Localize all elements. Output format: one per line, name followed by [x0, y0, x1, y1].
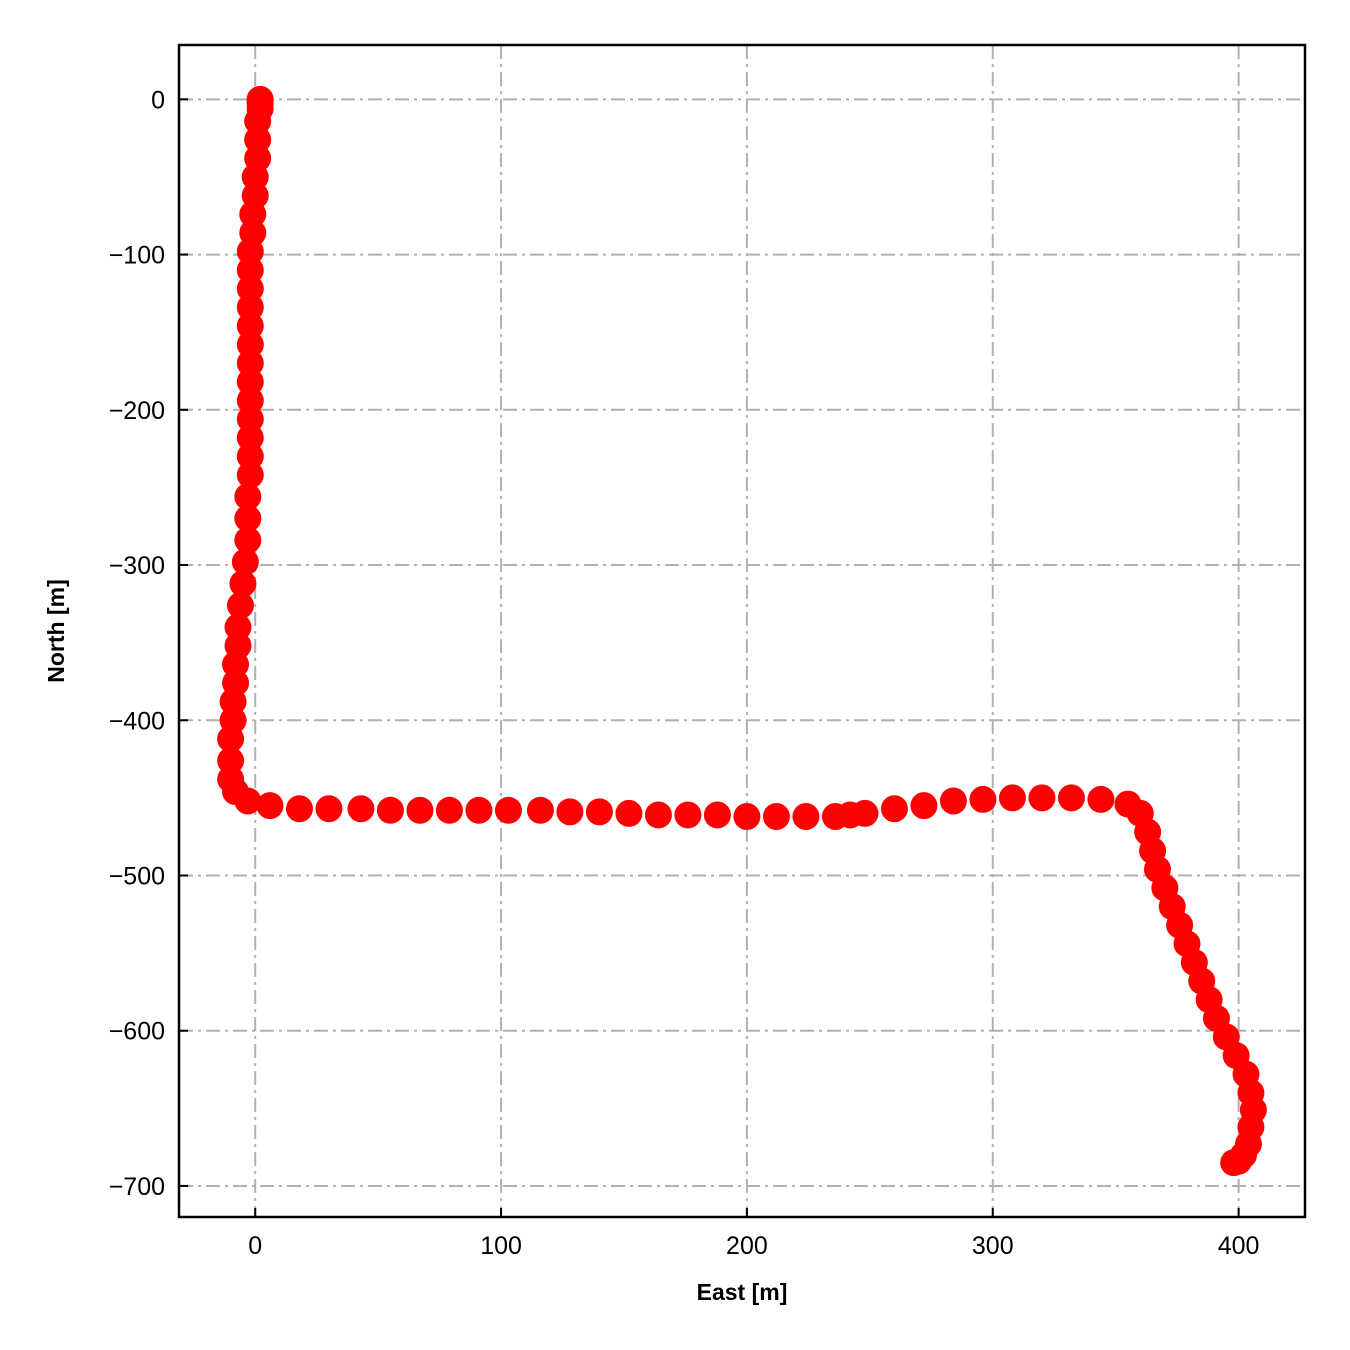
data-point — [236, 293, 264, 321]
data-point — [236, 368, 264, 396]
grid-lines — [179, 45, 1305, 1217]
data-point — [435, 796, 463, 824]
data-point — [615, 799, 643, 827]
data-point — [234, 504, 262, 532]
data-point — [556, 798, 584, 826]
data-point — [376, 796, 404, 824]
data-point — [234, 526, 262, 554]
data-point — [851, 799, 879, 827]
data-point — [234, 787, 262, 815]
x-tick-label: 0 — [248, 1232, 262, 1260]
data-point — [244, 107, 272, 135]
y-tick-label: −100 — [109, 242, 165, 270]
data-point — [674, 801, 702, 829]
data-point — [762, 803, 790, 831]
data-point — [236, 386, 264, 414]
data-point — [236, 349, 264, 377]
data-point — [644, 801, 672, 829]
x-tick-label: 300 — [972, 1232, 1014, 1260]
data-point — [239, 200, 267, 228]
data-point — [1028, 784, 1056, 812]
data-point — [998, 784, 1026, 812]
data-point — [229, 570, 257, 598]
data-point — [285, 795, 313, 823]
data-point — [733, 803, 761, 831]
data-point — [236, 312, 264, 340]
data-point — [256, 792, 284, 820]
axis-ticks: 0 100 200 300 400 0 −100 −200 −300 −400 −500 −600 −7… — [109, 86, 1260, 1260]
plot-frame — [177, 43, 1307, 1219]
x-tick-label: 100 — [480, 1232, 522, 1260]
y-tick-label: −200 — [109, 397, 165, 425]
x-tick-label: 400 — [1218, 1232, 1260, 1260]
data-points — [217, 85, 1267, 1177]
data-point — [1220, 1149, 1248, 1177]
data-point — [494, 796, 522, 824]
data-point — [315, 795, 343, 823]
data-point — [217, 725, 245, 753]
y-tick-label: −600 — [109, 1018, 165, 1046]
y-tick-label: 0 — [151, 86, 165, 114]
x-axis-label: East [m] — [697, 1279, 788, 1305]
data-point — [226, 591, 254, 619]
data-point — [1057, 784, 1085, 812]
y-tick-label: −300 — [109, 552, 165, 580]
y-tick-label: −400 — [109, 707, 165, 735]
y-tick-label: −700 — [109, 1173, 165, 1201]
data-point — [969, 785, 997, 813]
data-point — [236, 461, 264, 489]
data-point — [347, 795, 375, 823]
x-tick-label: 200 — [726, 1232, 768, 1260]
data-point — [219, 688, 247, 716]
data-point — [236, 442, 264, 470]
data-point — [236, 405, 264, 433]
data-point — [939, 787, 967, 815]
data-point — [231, 548, 259, 576]
data-point — [406, 796, 434, 824]
data-point — [585, 798, 613, 826]
y-tick-label: −500 — [109, 862, 165, 890]
data-point — [236, 237, 264, 265]
data-point — [703, 801, 731, 829]
data-point — [244, 126, 272, 154]
data-point — [792, 803, 820, 831]
data-point — [222, 650, 250, 678]
data-point — [234, 483, 262, 511]
data-point — [217, 747, 245, 775]
data-point — [880, 795, 908, 823]
data-point — [526, 796, 554, 824]
y-axis-label: North [m] — [43, 579, 69, 682]
data-point — [465, 796, 493, 824]
data-point — [910, 792, 938, 820]
data-point — [1087, 785, 1115, 813]
data-point — [224, 613, 252, 641]
data-point — [236, 424, 264, 452]
data-point — [241, 163, 269, 191]
data-point — [236, 275, 264, 303]
data-point — [236, 256, 264, 284]
data-point — [236, 331, 264, 359]
